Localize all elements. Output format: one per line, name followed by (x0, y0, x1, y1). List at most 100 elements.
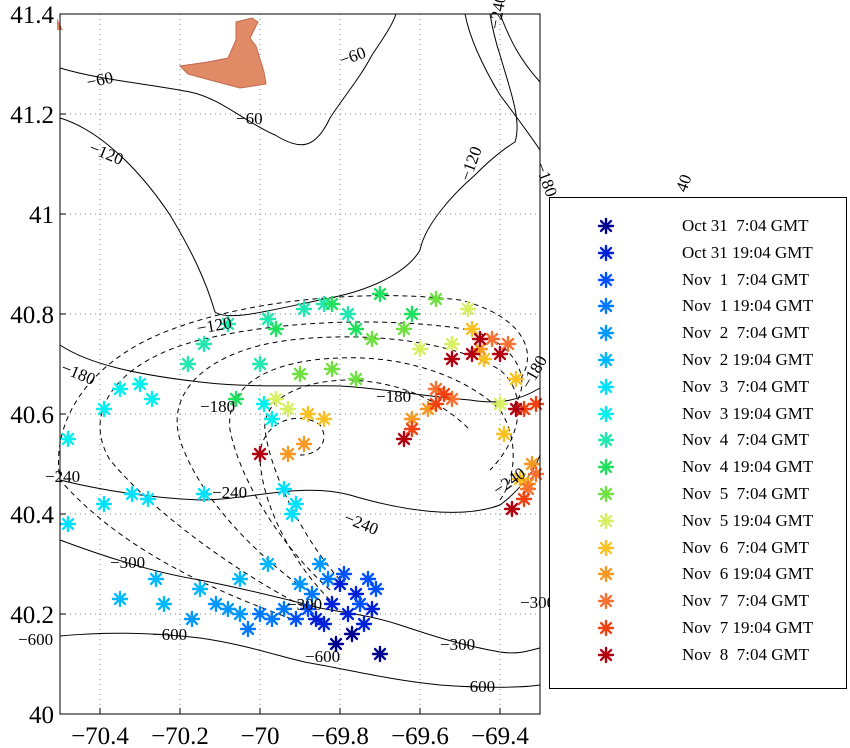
contour-label: −600 (305, 647, 340, 666)
contour-label: −180 (376, 387, 411, 406)
data-point (443, 350, 461, 368)
y-tick-label: 40.2 (10, 602, 54, 629)
data-point (267, 390, 285, 408)
contour-label: −60 (236, 109, 263, 128)
legend-label: Nov 5 19:04 GMT (682, 510, 814, 530)
data-point (59, 515, 77, 533)
data-point (295, 300, 313, 318)
contour-label: −240 (485, 0, 510, 31)
data-point (195, 335, 213, 353)
data-point (303, 585, 321, 603)
legend-marker (597, 217, 615, 235)
data-point (363, 600, 381, 618)
data-point (359, 570, 377, 588)
data-point (311, 555, 329, 573)
contour-label: −240 (45, 467, 80, 486)
data-point (471, 330, 489, 348)
legend-entry: Nov 5 19:04 GMT (550, 509, 846, 535)
data-point (239, 620, 257, 638)
data-point (299, 600, 317, 618)
data-point (279, 445, 297, 463)
data-point (435, 385, 453, 403)
data-point (111, 590, 129, 608)
data-point (339, 605, 357, 623)
data-point (427, 290, 445, 308)
data-point (371, 285, 389, 303)
contour-label: −180 (517, 352, 551, 392)
data-point (339, 305, 357, 323)
data-point (219, 600, 237, 618)
legend-marker (597, 619, 615, 637)
data-point (443, 335, 461, 353)
legend-entry: Nov 3 7:04 GMT (550, 375, 846, 401)
data-point (443, 390, 461, 408)
contour-label: −600 (18, 630, 53, 649)
data-point (323, 595, 341, 613)
data-point (207, 595, 225, 613)
contour-label: −600 (152, 625, 187, 644)
drifter-markers (59, 285, 545, 663)
data-point (191, 580, 209, 598)
data-point (219, 315, 237, 333)
legend-label: Nov 4 7:04 GMT (682, 430, 810, 450)
legend-entry: Nov 3 19:04 GMT (550, 402, 846, 428)
plot-frame (59, 13, 541, 715)
data-point (411, 340, 429, 358)
y-tick-label: 41 (29, 202, 54, 229)
legend-label: Nov 7 19:04 GMT (682, 618, 814, 637)
data-point (367, 580, 385, 598)
data-point (147, 570, 165, 588)
legend-label: Nov 1 7:04 GMT (682, 269, 810, 289)
contour-label: −60 (85, 68, 115, 92)
data-point (183, 610, 201, 628)
data-point (347, 320, 365, 338)
contour-label: −600 (460, 677, 495, 696)
data-point (195, 485, 213, 503)
legend-entry: Oct 31 7:04 GMT (550, 214, 846, 240)
data-point (291, 365, 309, 383)
y-tick-label: 40.4 (10, 502, 54, 529)
contour-label: 40 (672, 172, 696, 194)
y-tick-label: 40 (29, 702, 54, 729)
data-point (231, 605, 249, 623)
legend-entry: Nov 4 19:04 GMT (550, 455, 846, 481)
legend-label: Nov 2 7:04 GMT (682, 323, 810, 343)
legend-marker (597, 351, 615, 369)
drifter-trajectories (58, 295, 528, 623)
data-point (143, 390, 161, 408)
data-point (275, 600, 293, 618)
data-point (323, 360, 341, 378)
contour-label: −120 (195, 313, 233, 338)
data-point (351, 595, 369, 613)
y-tick-label: 41.2 (10, 102, 54, 129)
data-point (263, 610, 281, 628)
contour-label: −180 (200, 397, 235, 416)
legend-marker (597, 512, 615, 529)
data-point (403, 305, 421, 323)
data-point (463, 320, 481, 338)
data-point (139, 490, 157, 508)
legend-entry: Nov 8 7:04 GMT (550, 643, 846, 669)
x-tick-label: −69.8 (311, 723, 369, 748)
legend-entry: Nov 6 7:04 GMT (550, 536, 846, 562)
land-mass (57, 17, 267, 89)
data-point (179, 355, 197, 373)
data-point (395, 430, 413, 448)
data-point (251, 445, 269, 463)
legend-entry: Nov 1 19:04 GMT (550, 294, 846, 320)
data-point (251, 355, 269, 373)
data-point (323, 295, 341, 313)
legend-label: Nov 6 7:04 GMT (682, 537, 810, 557)
data-point (111, 380, 129, 398)
legend-marker (597, 271, 615, 288)
contour-label: −300 (440, 635, 475, 654)
legend-entry: Nov 7 7:04 GMT (550, 589, 846, 615)
data-point (155, 595, 173, 613)
legend-entry: Nov 7 19:04 GMT (550, 616, 846, 642)
data-point (459, 300, 477, 318)
legend-marker (597, 244, 615, 261)
data-point (335, 565, 353, 583)
legend-entry: Nov 4 7:04 GMT (550, 428, 846, 454)
data-point (59, 430, 77, 448)
x-tick-label: −70.2 (151, 723, 209, 748)
